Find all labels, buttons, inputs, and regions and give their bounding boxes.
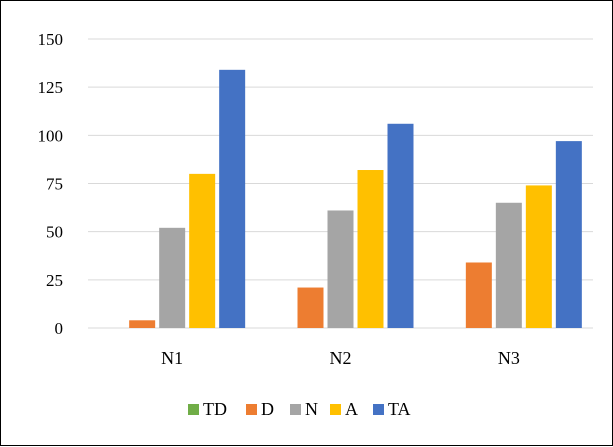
y-tick-label: 100 (38, 126, 64, 145)
legend-label-td: TD (203, 399, 227, 419)
bar-ta-n2 (387, 123, 414, 328)
y-tick-label: 75 (46, 175, 63, 194)
bar-ta-n3 (555, 141, 582, 328)
x-tick-label: N2 (330, 348, 352, 368)
bar-a-n2 (357, 170, 384, 328)
legend-label-n: N (305, 399, 318, 419)
bar-n-n2 (327, 210, 354, 328)
legend-swatch-d (246, 404, 257, 415)
legend-swatch-a (330, 404, 341, 415)
y-tick-label: 0 (55, 319, 64, 338)
bar-d-n3 (465, 262, 492, 328)
legend-swatch-ta (373, 404, 384, 415)
legend-label-a: A (345, 399, 358, 419)
x-tick-label: N3 (498, 348, 520, 368)
legend-label-ta: TA (388, 399, 411, 419)
legend-swatch-n (290, 404, 301, 415)
bar-n-n1 (159, 227, 186, 328)
bar-d-n1 (129, 320, 156, 328)
y-tick-label: 50 (46, 223, 63, 242)
y-tick-label: 25 (46, 271, 63, 290)
legend-label-d: D (261, 399, 274, 419)
y-tick-label: 150 (38, 30, 64, 49)
y-tick-label: 125 (38, 78, 64, 97)
x-tick-label: N1 (161, 348, 183, 368)
bar-n-n3 (495, 202, 522, 328)
bar-a-n3 (525, 185, 552, 328)
bar-d-n2 (297, 287, 324, 328)
legend-swatch-td (188, 404, 199, 415)
bar-ta-n1 (219, 69, 246, 329)
bar-a-n1 (189, 173, 216, 328)
